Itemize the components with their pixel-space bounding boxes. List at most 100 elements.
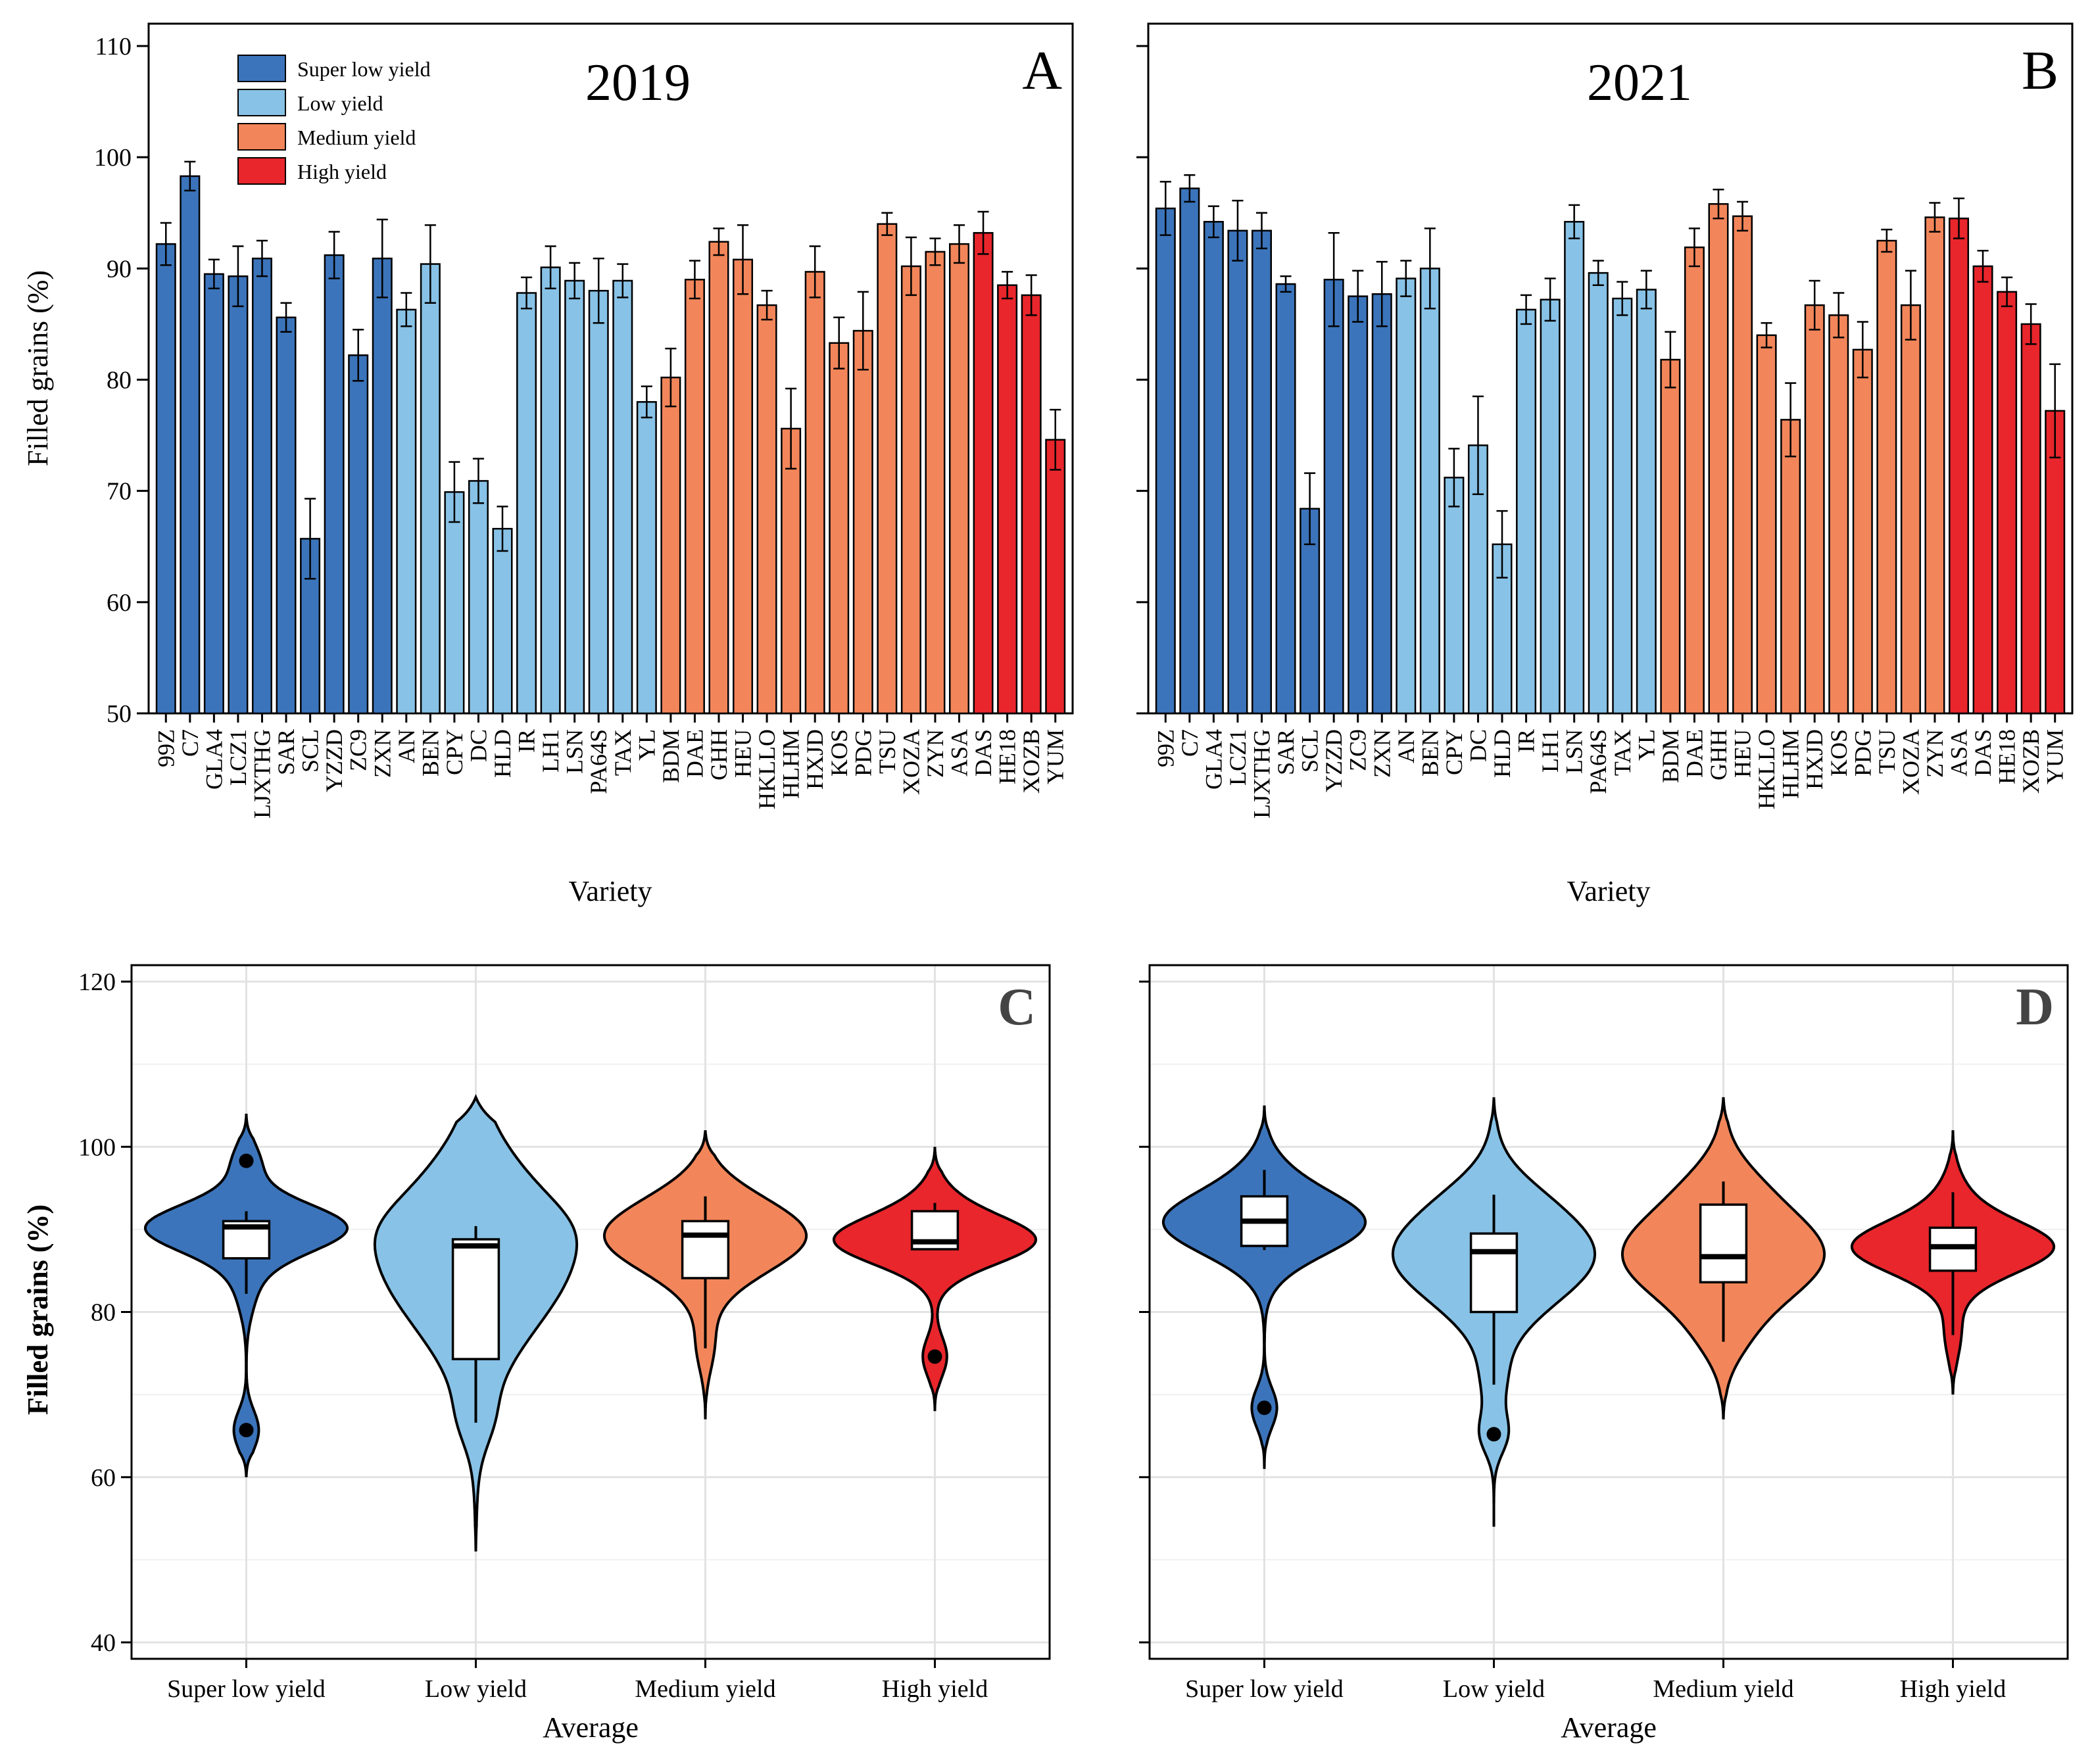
panel-a-xtick-label-lcz1: LCZ1 <box>225 729 251 786</box>
panel-b-bar-zyn <box>1924 216 1945 715</box>
panel-a-ytick-label-50: 50 <box>107 700 132 728</box>
panel-a-errorbar-hld <box>497 506 508 552</box>
panel-a-xtick-label-gla4: GLA4 <box>201 729 227 790</box>
panel-c-box-low-yield <box>451 1238 500 1360</box>
panel-a-errorbar-c7 <box>184 160 196 192</box>
panel-b-bar-hld <box>1492 543 1513 715</box>
panel-b-xtick-label-heu: HEU <box>1730 729 1756 778</box>
panel-b-xlabel: Variety <box>1567 875 1650 907</box>
panel-b-xtick-label-yum: YUM <box>2042 729 2068 784</box>
panel-a-xtick-label-bdm: BDM <box>658 729 684 783</box>
panel-a-bar-ir <box>516 292 537 715</box>
panel-b: 99ZC7GLA4LCZ1LJXTHGSARSCLYZZDZC9ZXNANBEN… <box>1136 22 2074 907</box>
panel-a-xtick-label-kos: KOS <box>826 729 852 776</box>
panel-b-errorbar-zyn <box>1929 202 1941 233</box>
panel-a-xtick-label-dc: DC <box>465 729 491 762</box>
panel-b-errorbar-he18 <box>2001 276 2013 308</box>
panel-c-outlier-high-yield-0 <box>927 1349 942 1364</box>
panel-a-errorbar-scl <box>304 498 316 580</box>
panel-b-xtick-label-pa64s: PA64S <box>1585 729 1611 794</box>
panel-a-bar-lsn <box>564 279 585 715</box>
panel-b-xtick-label-zyn: ZYN <box>1922 729 1948 778</box>
panel-a-xtick-label-scl: SCL <box>297 729 324 773</box>
panel-a-xtick-label-xozb: XOZB <box>1018 729 1044 794</box>
panel-b-errorbar-hld <box>1496 510 1508 579</box>
panel-c-letter: C <box>998 978 1036 1036</box>
panel-b-xtick-label-bdm: BDM <box>1657 729 1684 783</box>
panel-a-bar-ghh <box>708 241 729 715</box>
panel-a-xtick-label-xoza: XOZA <box>898 729 924 795</box>
panel-a-xtick-label-yzzd: YZZD <box>321 729 347 792</box>
panel-a-xlabel: Variety <box>568 875 652 907</box>
panel-b-xtick-label-c7: C7 <box>1177 729 1203 757</box>
panel-b-xtick-label-cpy: CPY <box>1441 729 1467 775</box>
legend-label-high: High yield <box>297 160 387 183</box>
panel-a-bar-sar <box>276 316 297 715</box>
panel-a-bar-cpy <box>444 491 465 715</box>
panel-a-xtick-label-yum: YUM <box>1042 729 1069 784</box>
panel-c-xtick-label-low-yield: Low yield <box>425 1675 527 1703</box>
panel-c-ylabel: Filled grains (%) <box>22 1204 54 1415</box>
panel-b-xtick-label-gla4: GLA4 <box>1200 729 1227 790</box>
panel-a-errorbar-zc9 <box>353 329 364 382</box>
panel-b-errorbar-dc <box>1472 395 1484 495</box>
panel-b-bar-99z <box>1155 207 1176 715</box>
panel-a-errorbar-lcz1 <box>232 245 244 308</box>
panel-a-ytick-label-110: 110 <box>95 33 132 60</box>
panel-a-errorbar-kos <box>833 316 845 369</box>
panel-b-title: 2021 <box>1587 54 1692 112</box>
panel-b-xtick-label-pdg: PDG <box>1849 729 1876 776</box>
panel-a-bar-yl <box>636 401 657 715</box>
panel-b-bar-ben <box>1419 268 1440 715</box>
panel-b-bar-gla4 <box>1203 221 1224 715</box>
panel-a-bar-kos <box>829 342 850 715</box>
panel-b-xtick-label-asa: ASA <box>1946 729 1972 776</box>
panel-a-bar-zxn <box>372 257 393 715</box>
panel-d-xtick-label-high-yield: High yield <box>1900 1675 2006 1703</box>
panel-a-xtick-label-ghh: GHH <box>706 729 732 780</box>
panel-a-errorbar-ben <box>424 224 436 304</box>
panel-b-bar-lsn <box>1564 221 1585 715</box>
panel-b-bar-yl <box>1636 289 1657 715</box>
panel-b-bar-tsu <box>1876 239 1897 715</box>
panel-b-bar-yzzd <box>1323 279 1344 715</box>
panel-c-ytick-label-60: 60 <box>91 1464 116 1492</box>
panel-b-bar-ljxthg <box>1251 229 1272 715</box>
panel-c-outlier-super-low-yield-1 <box>239 1423 254 1438</box>
legend-swatch-high <box>237 157 286 185</box>
panel-a-errorbar-yl <box>641 385 652 419</box>
panel-c-xtick-label-medium-yield: Medium yield <box>635 1675 775 1703</box>
panel-b-bar-kos <box>1828 314 1849 715</box>
panel-b-xtick-label-xoza: XOZA <box>1897 729 1924 795</box>
panel-a-errorbar-yzzd <box>328 231 340 279</box>
panel-c-box-medium-yield <box>681 1220 730 1279</box>
panel-d-violin-super-low-yield <box>1161 1105 1367 1469</box>
panel-b-errorbar-hxjd <box>1809 279 1820 331</box>
panel-b-errorbar-sar <box>1280 275 1292 293</box>
panel-a-xtick-label-sar: SAR <box>273 729 299 775</box>
legend-swatch-low <box>237 89 286 116</box>
panel-a-bar-yzzd <box>324 254 345 715</box>
panel-a-bar-heu <box>733 258 754 715</box>
panel-b-xtick-label-hld: HLD <box>1489 729 1515 778</box>
panel-b-xtick-label-lsn: LSN <box>1561 729 1588 774</box>
panel-a-xtick-label-he18: HE18 <box>994 729 1021 784</box>
panel-a-ytick-label-100: 100 <box>94 144 132 172</box>
panel-a-errorbar-zxn <box>376 218 388 298</box>
panel-b-xtick-label-hxjd: HXJD <box>1801 729 1828 790</box>
panel-a-title: 2019 <box>585 54 691 112</box>
panel-b-errorbar-lh1 <box>1544 277 1556 322</box>
panel-c-violin-super-low-yield <box>143 1113 349 1477</box>
panel-a-bar-hkllo <box>756 304 777 715</box>
panel-b-bar-bdm <box>1660 358 1681 715</box>
panel-c-ytick-label-40: 40 <box>91 1629 116 1657</box>
panel-a-errorbar-dae <box>689 260 700 300</box>
panel-b-errorbar-tsu <box>1881 228 1893 253</box>
panel-a-errorbar-asa <box>953 224 965 264</box>
panel-b-xtick-label-hlhm: HLHM <box>1778 729 1804 799</box>
panel-d-marks: Super low yield Low yield Medium yield High… <box>1139 965 2068 1703</box>
panel-a-ytick-label-80: 80 <box>107 367 132 394</box>
panel-a-errorbar-ghh <box>713 227 725 256</box>
panel-c-frame <box>130 964 1051 1660</box>
